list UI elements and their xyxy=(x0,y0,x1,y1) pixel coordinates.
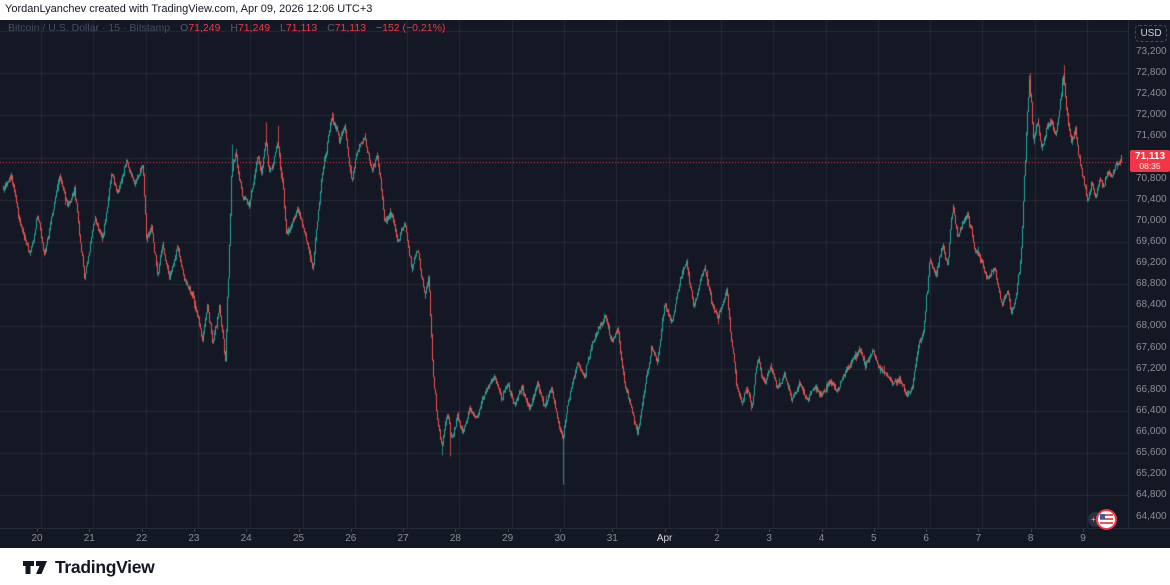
price-tick-label: 65,600 xyxy=(1136,447,1167,459)
time-tick-mark xyxy=(141,529,143,532)
attribution-text: YordanLyanchev created with TradingView.… xyxy=(5,3,373,15)
symbol-title[interactable]: Bitcoin / U.S. Dollar · 15 · Bitstamp xyxy=(8,22,171,34)
footer-bar: TradingView xyxy=(0,548,1170,585)
time-tick-mark xyxy=(926,529,928,532)
time-tick-mark xyxy=(298,529,300,532)
ohlc-close-label: C xyxy=(327,22,335,34)
price-tick-label: 68,400 xyxy=(1136,299,1167,311)
time-tick-label: 2 xyxy=(714,533,720,544)
price-tick-label: 66,400 xyxy=(1136,404,1167,416)
price-tick-label: 69,600 xyxy=(1136,236,1167,248)
price-tick-label: 69,200 xyxy=(1136,257,1167,269)
time-tick-mark xyxy=(821,529,823,532)
ohlc-low-label: L xyxy=(280,22,286,34)
attribution-bar: YordanLyanchev created with TradingView.… xyxy=(0,0,1170,20)
tradingview-logo[interactable]: TradingView xyxy=(22,556,155,578)
time-tick-mark xyxy=(978,529,980,532)
price-tick-label: 65,200 xyxy=(1136,468,1167,480)
time-tick-label: 21 xyxy=(83,533,95,544)
last-price-badge: 71,113 08:35 xyxy=(1130,150,1170,173)
time-tick-mark xyxy=(37,529,38,532)
price-tick-label: 70,400 xyxy=(1136,193,1167,205)
time-tick-mark xyxy=(612,529,614,532)
time-tick-mark xyxy=(89,529,91,532)
price-tick-label: 64,400 xyxy=(1136,510,1167,522)
time-tick-mark xyxy=(193,529,195,532)
price-tick-label: 68,000 xyxy=(1136,320,1167,332)
time-tick-label: 23 xyxy=(188,533,200,544)
price-axis[interactable]: USD 71,113 08:35 73,200 72,800 72,400 72,00… xyxy=(1128,20,1170,528)
price-tick-label: 67,200 xyxy=(1136,362,1167,374)
time-tick-mark xyxy=(716,529,718,532)
time-tick-label: 3 xyxy=(766,533,772,544)
time-tick-mark xyxy=(560,529,561,532)
tradingview-wordmark: TradingView xyxy=(55,556,155,577)
change-value: −152 (−0.21%) xyxy=(375,22,446,34)
chart-pane[interactable]: Bitcoin / U.S. Dollar · 15 · Bitstamp O7… xyxy=(0,20,1170,548)
ohlc-close-value: 71,113 xyxy=(334,22,367,34)
time-tick-label: 9 xyxy=(1080,533,1086,544)
time-tick-label: 31 xyxy=(606,533,618,544)
ohlc-low-value: 71,113 xyxy=(285,22,318,34)
ohlc-high-label: H xyxy=(230,22,238,34)
price-tick-label: 72,400 xyxy=(1136,88,1167,100)
bar-countdown: 08:35 xyxy=(1139,161,1161,172)
last-price-value: 71,113 xyxy=(1134,151,1166,163)
ohlc-high-value: 71,249 xyxy=(237,22,271,34)
time-axis[interactable]: 20 21 22 23 24 25 26 27 28 29 30 31 Apr 2 3 4 5 6 7 8 9 xyxy=(0,528,1170,549)
price-tick-label: 70,800 xyxy=(1136,172,1167,184)
candlestick-canvas[interactable] xyxy=(0,20,1128,528)
currency-toggle-button[interactable]: USD xyxy=(1135,25,1167,42)
time-tick-mark xyxy=(455,529,457,532)
time-tick-label: 4 xyxy=(818,533,825,544)
price-tick-label: 71,600 xyxy=(1136,130,1167,142)
time-tick-mark xyxy=(403,529,405,532)
time-tick-label: 8 xyxy=(1027,533,1034,544)
tradingview-mark-icon xyxy=(23,561,47,574)
time-tick-label: 25 xyxy=(292,533,305,544)
time-tick-label: 5 xyxy=(871,533,877,544)
price-tick-label: 70,000 xyxy=(1136,214,1167,226)
ohlc-open-value: 71,249 xyxy=(188,22,221,34)
price-tick-label: 72,800 xyxy=(1136,67,1167,79)
ideas-bubble[interactable]: +3 xyxy=(1088,508,1117,530)
time-tick-mark xyxy=(350,529,352,532)
idea-avatar-icon[interactable] xyxy=(1096,508,1117,530)
time-tick-mark xyxy=(873,529,875,532)
price-tick-label: 66,800 xyxy=(1136,383,1167,395)
time-tick-label: 20 xyxy=(31,533,43,544)
time-tick-mark xyxy=(769,529,771,532)
time-tick-mark xyxy=(664,529,666,532)
time-tick-label: 28 xyxy=(449,533,461,544)
chart-legend: Bitcoin / U.S. Dollar · 15 · Bitstamp O7… xyxy=(8,22,445,36)
time-tick-label: 24 xyxy=(240,533,252,544)
time-tick-mark xyxy=(246,529,248,532)
price-tick-label: 66,000 xyxy=(1136,426,1167,438)
time-tick-label: 6 xyxy=(923,533,929,544)
time-tick-label: 27 xyxy=(397,533,409,544)
time-tick-mark xyxy=(1030,529,1032,532)
price-tick-label: 67,600 xyxy=(1136,341,1167,353)
time-tick-mark xyxy=(1083,529,1084,532)
time-tick-label: 26 xyxy=(345,533,357,544)
time-tick-mark xyxy=(507,529,509,532)
time-tick-label: 7 xyxy=(975,533,982,544)
time-tick-label: 30 xyxy=(554,533,566,544)
time-tick-label: 22 xyxy=(136,533,148,544)
ohlc-open-label: O xyxy=(180,22,189,34)
time-tick-label: Apr xyxy=(656,533,673,544)
price-tick-label: 73,200 xyxy=(1136,46,1167,57)
price-tick-label: 64,800 xyxy=(1136,489,1167,501)
price-tick-label: 68,800 xyxy=(1136,278,1167,290)
time-tick-label: 29 xyxy=(502,533,514,544)
price-tick-label: 72,000 xyxy=(1136,109,1167,121)
